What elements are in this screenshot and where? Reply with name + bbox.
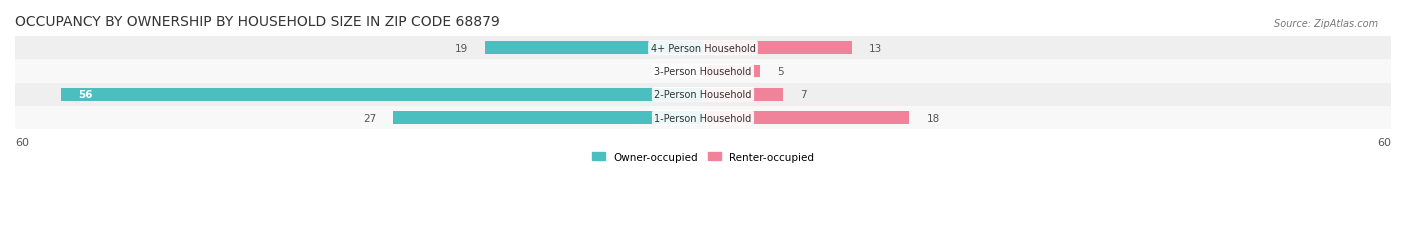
Text: 0: 0 <box>679 67 686 77</box>
Bar <box>394 112 703 125</box>
Text: 18: 18 <box>927 113 939 123</box>
Bar <box>703 112 910 125</box>
Text: 19: 19 <box>454 44 468 54</box>
Text: 56: 56 <box>79 90 93 100</box>
Bar <box>485 42 703 55</box>
Bar <box>15 106 1391 130</box>
Text: 1-Person Household: 1-Person Household <box>654 113 752 123</box>
Text: OCCUPANCY BY OWNERSHIP BY HOUSEHOLD SIZE IN ZIP CODE 68879: OCCUPANCY BY OWNERSHIP BY HOUSEHOLD SIZE… <box>15 15 499 29</box>
Text: 2-Person Household: 2-Person Household <box>654 90 752 100</box>
Bar <box>15 37 1391 60</box>
Bar <box>703 65 761 78</box>
Bar <box>60 88 703 101</box>
Text: 3-Person Household: 3-Person Household <box>654 67 752 77</box>
Text: 27: 27 <box>363 113 377 123</box>
Text: 13: 13 <box>869 44 883 54</box>
Legend: Owner-occupied, Renter-occupied: Owner-occupied, Renter-occupied <box>588 148 818 166</box>
Text: Source: ZipAtlas.com: Source: ZipAtlas.com <box>1274 18 1378 28</box>
Text: 60: 60 <box>15 138 30 148</box>
Text: 4+ Person Household: 4+ Person Household <box>651 44 755 54</box>
Text: 7: 7 <box>800 90 807 100</box>
Bar <box>15 83 1391 106</box>
Text: 5: 5 <box>778 67 785 77</box>
Text: 60: 60 <box>1376 138 1391 148</box>
Bar <box>703 88 783 101</box>
Bar <box>15 60 1391 83</box>
Bar <box>703 42 852 55</box>
